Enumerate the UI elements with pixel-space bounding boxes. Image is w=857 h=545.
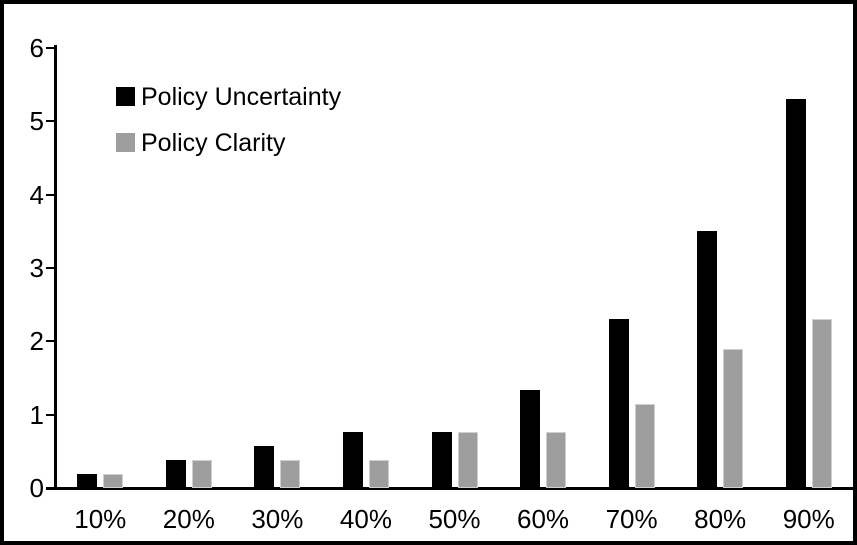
bar-policy-clarity-50% bbox=[457, 431, 478, 488]
x-axis-category-label: 30% bbox=[251, 504, 304, 534]
bar-policy-uncertainty-60% bbox=[520, 390, 541, 488]
bar-policy-clarity-30% bbox=[280, 460, 301, 488]
bar-policy-uncertainty-20% bbox=[165, 460, 186, 488]
y-axis-tick bbox=[46, 193, 54, 196]
x-axis-category-label: 80% bbox=[694, 504, 747, 534]
y-axis-tick-label: 2 bbox=[29, 326, 44, 357]
bar-policy-uncertainty-40% bbox=[342, 431, 363, 488]
y-axis-tick bbox=[46, 413, 54, 416]
y-axis-tick-label: 1 bbox=[29, 399, 44, 430]
legend-swatch-icon bbox=[116, 87, 135, 106]
bar-policy-uncertainty-80% bbox=[697, 231, 718, 488]
y-axis-tick-label: 3 bbox=[29, 253, 44, 283]
legend-label: Policy Uncertainty bbox=[141, 83, 342, 111]
y-axis-tick bbox=[46, 487, 54, 489]
y-axis-tick bbox=[46, 120, 54, 123]
y-axis-tick-label: 6 bbox=[29, 33, 44, 63]
y-axis-tick-label: 0 bbox=[29, 473, 44, 503]
bar-policy-clarity-80% bbox=[723, 348, 744, 488]
y-axis-tick bbox=[46, 267, 54, 269]
bar-policy-uncertainty-70% bbox=[608, 319, 629, 488]
bar-policy-uncertainty-50% bbox=[431, 431, 452, 488]
legend-label: Policy Clarity bbox=[141, 129, 286, 157]
x-axis-category-label: 10% bbox=[74, 504, 127, 534]
x-axis-category-label: 90% bbox=[782, 504, 835, 534]
bar-policy-uncertainty-90% bbox=[785, 99, 806, 488]
bar-policy-uncertainty-30% bbox=[254, 446, 275, 488]
bar-policy-uncertainty-10% bbox=[77, 474, 98, 488]
bar-policy-clarity-20% bbox=[191, 460, 212, 488]
bar-policy-clarity-60% bbox=[546, 431, 567, 488]
x-axis-line bbox=[46, 487, 853, 490]
x-axis-category-label: 60% bbox=[517, 504, 570, 534]
legend-swatch-icon bbox=[116, 133, 135, 152]
x-axis-category-label: 50% bbox=[428, 504, 481, 534]
y-axis-tick-label: 5 bbox=[29, 106, 44, 137]
bar-policy-clarity-40% bbox=[368, 460, 389, 488]
x-axis-category-label: 40% bbox=[339, 504, 392, 534]
bar-policy-clarity-70% bbox=[634, 403, 655, 488]
y-axis-tick bbox=[46, 47, 54, 49]
bar-policy-clarity-10% bbox=[103, 474, 124, 488]
y-axis-tick-label: 4 bbox=[29, 179, 44, 210]
x-axis-category-label: 20% bbox=[162, 504, 215, 534]
x-axis-category-label: 70% bbox=[605, 504, 658, 534]
y-axis-line bbox=[54, 45, 57, 490]
y-axis-tick bbox=[46, 340, 54, 343]
bar-policy-clarity-90% bbox=[811, 319, 832, 488]
